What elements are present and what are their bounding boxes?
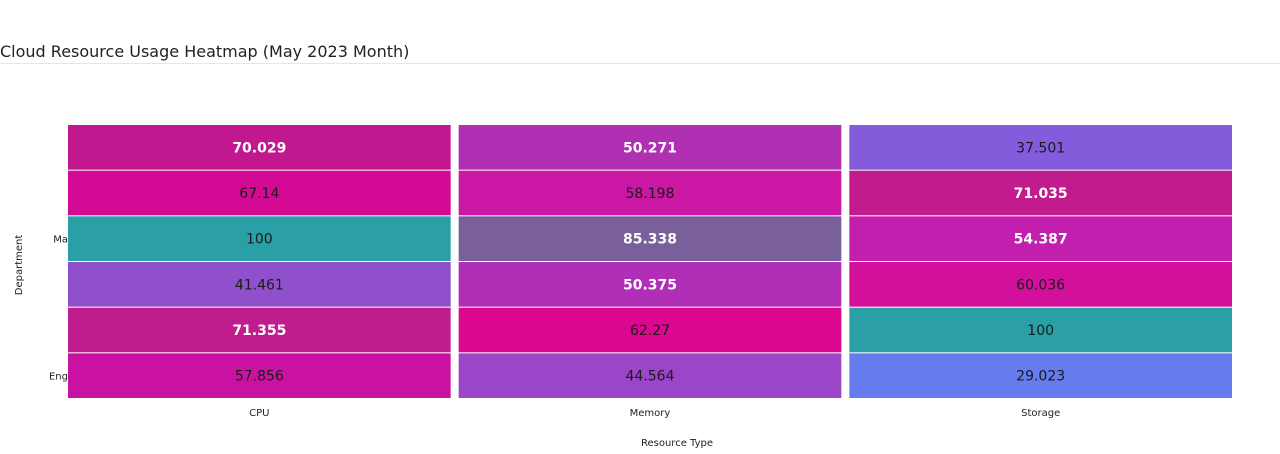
cell-value-label: 100 <box>246 232 273 248</box>
cell-value-label: 58.198 <box>626 186 675 202</box>
cell-value-label: 29.023 <box>1016 369 1065 385</box>
heatmap-cell <box>68 262 451 307</box>
heatmap-cell <box>849 307 1232 353</box>
heatmap-cell <box>68 353 451 398</box>
y-tick-label: Ma <box>53 235 68 246</box>
heatmap-cell <box>849 216 1232 261</box>
cell-value-label: 67.14 <box>239 186 279 202</box>
chart-title: Cloud Resource Usage Heatmap (May 2023 M… <box>0 42 410 61</box>
heatmap-cell <box>458 125 842 170</box>
heatmap-cell <box>68 307 451 353</box>
cell-value-label: 71.035 <box>1014 186 1068 202</box>
x-axis-ticks: CPU Memory Storage <box>249 408 1060 419</box>
y-tick-label: Eng <box>49 372 68 383</box>
cell-value-label: 60.036 <box>1016 277 1065 293</box>
heatmap-cell <box>849 125 1232 170</box>
heatmap-cell <box>849 353 1232 398</box>
heatmap-cell <box>458 262 842 307</box>
cell-value-label: 57.856 <box>235 369 284 385</box>
cell-value-label: 70.029 <box>232 140 286 156</box>
x-tick-label: CPU <box>249 408 269 419</box>
cell-value-label: 54.387 <box>1014 232 1068 248</box>
heatmap-cell <box>458 353 842 398</box>
heatmap-cell <box>458 216 842 261</box>
cell-value-label: 85.338 <box>623 232 677 248</box>
heatmap-cell <box>458 170 842 216</box>
x-axis-label: Resource Type <box>641 438 713 449</box>
cell-value-label: 37.501 <box>1016 140 1065 156</box>
cell-value-label: 50.375 <box>623 277 677 293</box>
heatmap-cell <box>68 216 451 261</box>
heatmap-cell <box>849 262 1232 307</box>
cell-value-label: 71.355 <box>232 323 286 339</box>
x-tick-label: Storage <box>1021 408 1060 419</box>
heatmap-cell <box>68 125 451 170</box>
cell-value-label: 100 <box>1027 323 1054 339</box>
cell-value-label: 44.564 <box>626 369 675 385</box>
cell-value-label: 50.271 <box>623 140 677 156</box>
heatmap-cells: 70.029 50.271 37.501 67.14 58.198 71.035 100 85… <box>68 125 1232 398</box>
y-axis-label: Department <box>14 235 25 296</box>
cell-value-label: 62.27 <box>630 323 670 339</box>
cell-value-label: 41.461 <box>235 277 284 293</box>
heatmap-cell <box>68 170 451 216</box>
x-tick-label: Memory <box>630 408 671 419</box>
heatmap-cell <box>458 307 842 353</box>
y-axis-ticks: Ma Eng <box>49 235 68 383</box>
heatmap-cell <box>849 170 1232 216</box>
title-divider <box>0 63 1280 64</box>
